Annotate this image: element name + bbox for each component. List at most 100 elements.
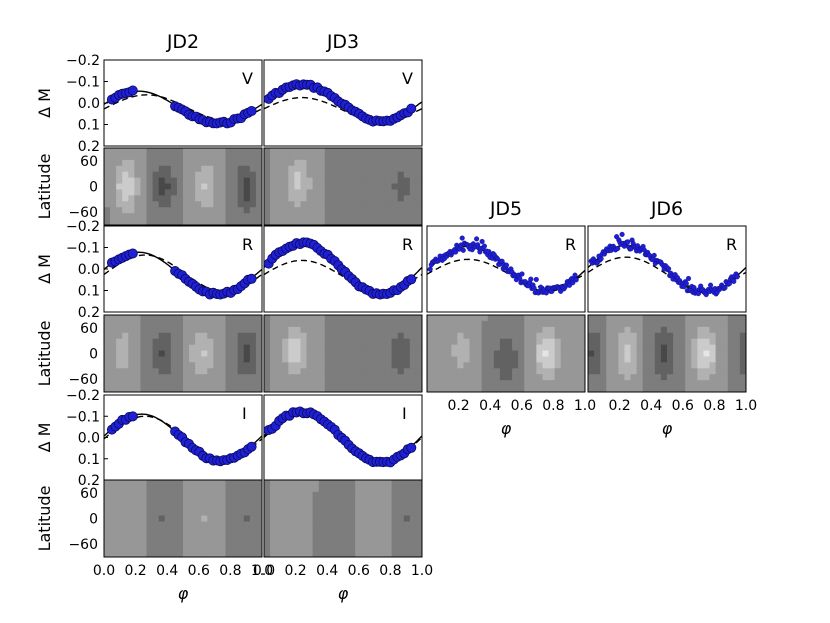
latitude-map [264, 315, 423, 393]
map-frame [263, 314, 423, 393]
x-tick-label: 0.8 [379, 563, 401, 579]
phase-axis-label: φ [338, 584, 349, 603]
data-point [246, 106, 257, 117]
latitude-tick-label: 60 [80, 486, 98, 502]
data-point [427, 266, 433, 272]
model-curve-dashed [264, 96, 422, 122]
data-point [683, 280, 689, 286]
band-label-R: R [565, 235, 576, 254]
delta-m-axis-label: Δ M [35, 254, 54, 284]
data-point [731, 278, 737, 284]
x-tick-label: 1.0 [735, 398, 757, 414]
column-title-JD5: JD5 [489, 198, 522, 220]
column-titles: JD2 JD3 JD5 JD6 [166, 31, 683, 220]
band-label-I: I [242, 404, 247, 423]
y-tick-label: 0.0 [78, 96, 100, 112]
data-point [474, 236, 480, 242]
x-tick-label: 0.2 [124, 563, 146, 579]
data-point [246, 441, 257, 452]
x-tick-label: 0.0 [93, 563, 115, 579]
x-tick-label: 0.6 [188, 563, 210, 579]
x-tick-label: 1.0 [411, 563, 433, 579]
latitude-map [104, 480, 263, 558]
latitude-tick-label: −60 [68, 205, 98, 221]
latitude-tick-label: 60 [80, 154, 98, 170]
panel-JD2-R: R −0.2 −0.1 0.0 0.1 0.260 0 −60 [66, 219, 263, 393]
data-point [666, 266, 672, 272]
panel-JD3-V: V [263, 59, 423, 226]
data-point [531, 285, 537, 291]
data-point [572, 272, 578, 278]
data-point [528, 276, 534, 282]
latitude-tick-label: −60 [68, 372, 98, 388]
band-label-R: R [726, 235, 737, 254]
panel-JD3-R: R [263, 225, 423, 393]
panel-JD6-R: R 0.2 0.4 0.6 0.8 1.0 φ [587, 225, 757, 438]
data-point [127, 411, 138, 422]
data-point [460, 247, 466, 253]
data-point [685, 275, 692, 282]
data-point [573, 277, 579, 283]
panel-JD5-R: R 0.2 0.4 0.6 0.8 1.0 φ [426, 225, 596, 438]
data-point [708, 282, 714, 288]
panels: V−0.2−0.10.00.10.2600−60VR−0.2−0.10.00.1… [66, 53, 757, 603]
phase-axis-label: φ [178, 584, 189, 603]
axis-labels: Δ M Latitude Δ M Latitude Δ M Latitude [35, 88, 54, 551]
x-tick-label: 0.4 [316, 563, 338, 579]
y-tick-label: 0.2 [78, 305, 100, 321]
data-point [406, 103, 417, 114]
latitude-map [588, 315, 747, 393]
latitude-tick-label: 0 [89, 180, 98, 196]
map-frame [103, 147, 263, 226]
data-point [619, 231, 625, 237]
y-tick-label: −0.2 [66, 53, 100, 69]
band-label-V: V [402, 69, 413, 88]
data-point [406, 442, 417, 453]
data-point [459, 235, 465, 241]
latitude-tick-label: −60 [68, 537, 98, 553]
data-point [538, 284, 544, 290]
phase-axis-label: φ [501, 419, 512, 438]
light-curve-frame [103, 225, 263, 313]
latitude-map [264, 148, 423, 226]
x-tick-label: 0.6 [672, 398, 694, 414]
y-tick-label: −0.1 [66, 409, 100, 425]
x-tick-label: 0.6 [348, 563, 370, 579]
data-point [625, 239, 631, 245]
latitude-axis-label: Latitude [35, 486, 54, 552]
latitude-map [104, 148, 263, 226]
data-point [533, 276, 539, 283]
data-point [543, 290, 549, 296]
band-label-I: I [402, 404, 407, 423]
map-frame [587, 314, 747, 393]
data-point [598, 256, 604, 262]
column-title-JD3: JD3 [326, 31, 359, 53]
map-frame [426, 314, 586, 393]
latitude-axis-label: Latitude [35, 321, 54, 387]
band-label-R: R [242, 235, 253, 254]
data-point [453, 249, 459, 255]
x-tick-label: 0.2 [447, 398, 469, 414]
latitude-axis-label: Latitude [35, 154, 54, 220]
band-label-R: R [402, 235, 413, 254]
column-title-JD6: JD6 [650, 198, 683, 220]
x-tick-label: 0.8 [703, 398, 725, 414]
data-point [734, 274, 740, 280]
x-tick-label: 0.0 [253, 563, 275, 579]
data-point [615, 245, 621, 252]
y-tick-label: 0.2 [78, 139, 100, 155]
panel-JD3-I: I 0.0 0.2 0.4 0.6 0.8 1.0 φ [253, 394, 433, 603]
latitude-map [427, 315, 586, 393]
data-point [519, 271, 525, 277]
latitude-map [104, 315, 263, 393]
data-point [722, 285, 728, 291]
x-tick-label: 0.4 [640, 398, 662, 414]
y-tick-label: −0.1 [66, 75, 100, 91]
data-point [406, 274, 417, 285]
phase-axis-label: φ [662, 419, 673, 438]
y-tick-label: 0.1 [78, 118, 100, 134]
light-curve-frame [103, 59, 263, 147]
y-tick-label: 0.0 [78, 262, 100, 278]
